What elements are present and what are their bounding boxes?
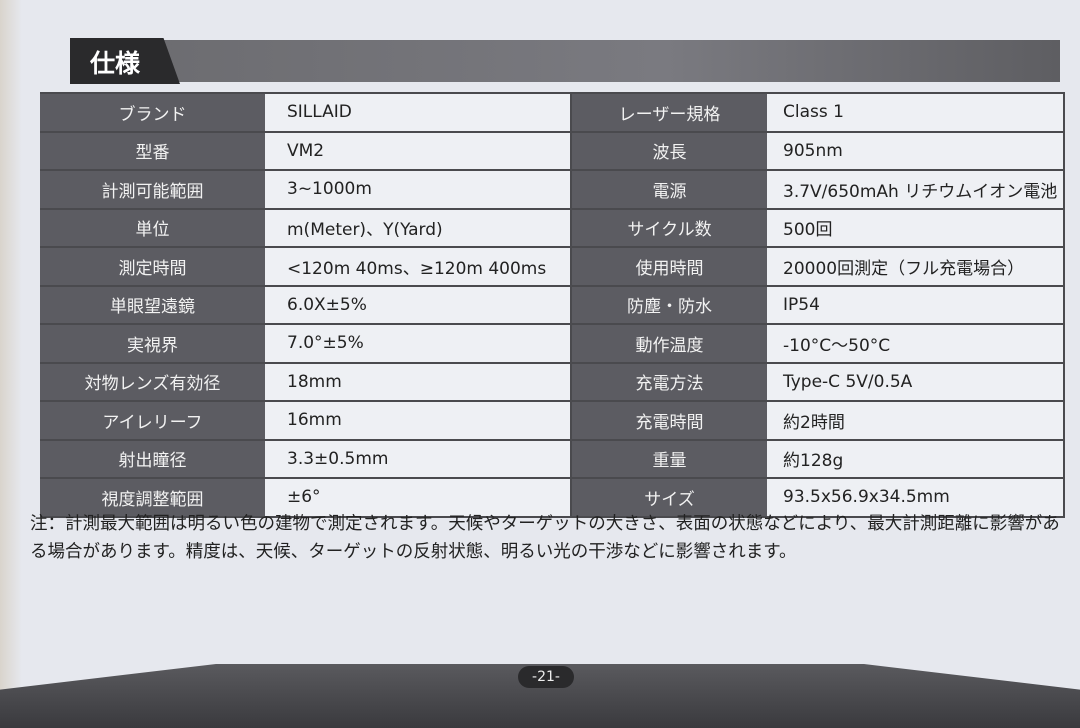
spec-label: 動作温度	[571, 323, 767, 364]
spec-value: 905nm	[767, 130, 1065, 171]
spec-label: 射出瞳径	[40, 438, 265, 479]
spec-row: アイレリーフ 16mm 充電時間 約2時間	[40, 400, 1065, 441]
spec-row: 単位 m(Meter)、Y(Yard) サイクル数 500回	[40, 207, 1065, 248]
spec-row: 型番 VM2 波長 905nm	[40, 130, 1065, 171]
spec-value: 3.3±0.5mm	[265, 438, 572, 479]
title-tab	[70, 38, 180, 84]
spec-row: 計測可能範囲 3~1000m 電源 3.7V/650mAh リチウムイオン電池	[40, 169, 1065, 210]
spec-value: 16mm	[265, 400, 572, 441]
spec-value: ±6°	[265, 477, 572, 518]
spec-label: 計測可能範囲	[40, 169, 265, 210]
page-number: -21-	[518, 666, 574, 688]
spec-value: Class 1	[767, 92, 1065, 133]
spec-row: ブランド SILLAID レーザー規格 Class 1	[40, 92, 1065, 133]
spec-value: 93.5x56.9x34.5mm	[767, 477, 1065, 518]
spec-value: 18mm	[265, 361, 572, 402]
spec-value: -10°C～50°C	[767, 323, 1065, 364]
header-bar	[70, 40, 1060, 82]
spec-label: 単眼望遠鏡	[40, 284, 265, 325]
page-title: 仕様	[90, 49, 141, 78]
spec-value: 3.7V/650mAh リチウムイオン電池	[767, 169, 1065, 210]
spec-label: 使用時間	[571, 246, 767, 287]
spec-label: ブランド	[40, 92, 265, 133]
page-edge	[0, 0, 22, 728]
spec-label: 対物レンズ有効径	[40, 361, 265, 402]
spec-label: アイレリーフ	[40, 400, 265, 441]
spec-label: 充電時間	[571, 400, 767, 441]
spec-value: IP54	[767, 284, 1065, 325]
spec-label: 視度調整範囲	[40, 477, 265, 518]
spec-value: 500回	[767, 207, 1065, 248]
spec-value: 20000回測定（フル充電場合）	[767, 246, 1065, 287]
spec-row: 対物レンズ有効径 18mm 充電方法 Type-C 5V/0.5A	[40, 361, 1065, 402]
spec-label: サイズ	[571, 477, 767, 518]
spec-row: 視度調整範囲 ±6° サイズ 93.5x56.9x34.5mm	[40, 477, 1065, 518]
spec-row: 測定時間 <120m 40ms、≥120m 400ms 使用時間 20000回測定（フ…	[40, 246, 1065, 287]
spec-label: レーザー規格	[571, 92, 767, 133]
spec-value: <120m 40ms、≥120m 400ms	[265, 246, 572, 287]
note-text: 注：計測最大範囲は明るい色の建物で測定されます。天候やターゲットの大きさ、表面の…	[30, 514, 1060, 562]
spec-value: m(Meter)、Y(Yard)	[265, 207, 572, 248]
spec-label: 型番	[40, 130, 265, 171]
spec-value: VM2	[265, 130, 572, 171]
spec-value: 7.0°±5%	[265, 323, 572, 364]
spec-label: 単位	[40, 207, 265, 248]
spec-row: 単眼望遠鏡 6.0X±5% 防塵・防水 IP54	[40, 284, 1065, 325]
spec-table: ブランド SILLAID レーザー規格 Class 1 型番 VM2 波長 905nm 計測可能…	[40, 92, 1065, 518]
spec-label: 防塵・防水	[571, 284, 767, 325]
spec-label: 充電方法	[571, 361, 767, 402]
spec-label: 実視界	[40, 323, 265, 364]
spec-label: 電源	[571, 169, 767, 210]
spec-label: 波長	[571, 130, 767, 171]
spec-label: サイクル数	[571, 207, 767, 248]
spec-value: 約128g	[767, 438, 1065, 479]
spec-value: 3~1000m	[265, 169, 572, 210]
spec-row: 実視界 7.0°±5% 動作温度 -10°C～50°C	[40, 323, 1065, 364]
spec-row: 射出瞳径 3.3±0.5mm 重量 約128g	[40, 438, 1065, 479]
spec-value: 6.0X±5%	[265, 284, 572, 325]
spec-value: 約2時間	[767, 400, 1065, 441]
spec-value: SILLAID	[265, 92, 572, 133]
spec-label: 重量	[571, 438, 767, 479]
spec-value: Type-C 5V/0.5A	[767, 361, 1065, 402]
spec-label: 測定時間	[40, 246, 265, 287]
